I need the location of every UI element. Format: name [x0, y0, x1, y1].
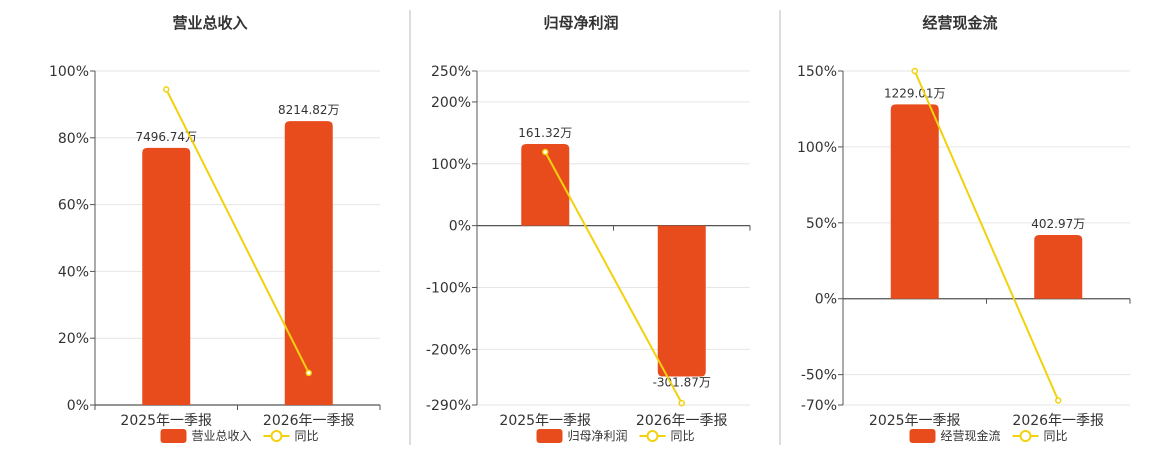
x-category-label: 2026年一季报: [1012, 413, 1104, 429]
yoy-line: [544, 151, 683, 404]
legend-bar-label: 营业总收入: [192, 429, 252, 443]
bar: [142, 147, 191, 405]
x-category-label: 2026年一季报: [263, 413, 355, 429]
x-category-label: 2026年一季报: [636, 413, 728, 429]
legend-line-label: 同比: [1044, 429, 1068, 443]
chart-title: 经营现金流: [922, 14, 997, 32]
yoy-line: [165, 88, 310, 374]
yoy-point: [163, 86, 170, 93]
y-tick-label: 0%: [449, 219, 471, 235]
y-tick-label: 0%: [815, 292, 837, 308]
x-category-label: 2025年一季报: [499, 413, 591, 429]
y-tick-label: 50%: [806, 216, 837, 232]
y-tick-label: 100%: [797, 140, 837, 156]
y-tick-label: 0%: [67, 398, 89, 414]
legend-line-label: 同比: [671, 429, 695, 443]
y-tick-label: 200%: [431, 95, 471, 111]
bar-data-label: 8214.82万: [278, 103, 340, 117]
bar-data-label: 402.97万: [1031, 217, 1085, 231]
bar: [657, 225, 706, 377]
legend-bar-label: 归母净利润: [568, 429, 628, 443]
bar: [521, 143, 570, 226]
legend-line-marker: [270, 430, 283, 442]
bar-data-label: -301.87万: [653, 376, 711, 390]
y-tick-label: -200%: [426, 342, 471, 358]
y-tick-label: -290%: [426, 398, 471, 414]
y-tick-label: 150%: [797, 64, 837, 80]
y-tick-label: -70%: [801, 398, 837, 414]
yoy-point: [678, 399, 685, 407]
legend-line-marker: [1019, 430, 1032, 442]
legend-bar-swatch: [536, 429, 563, 443]
yoy-point: [305, 369, 312, 377]
y-tick-label: -100%: [426, 280, 471, 296]
y-tick-label: 250%: [431, 64, 471, 80]
bar-data-label: 7496.74万: [135, 130, 197, 144]
y-tick-label: 20%: [58, 331, 89, 347]
yoy-point: [1055, 397, 1062, 404]
yoy-line: [913, 70, 1060, 401]
yoy-point: [911, 67, 918, 75]
y-tick-label: 40%: [58, 264, 89, 280]
legend-bar-swatch: [909, 429, 936, 443]
yoy-point: [542, 148, 549, 156]
y-tick-label: 80%: [58, 131, 89, 147]
y-tick-label: 60%: [58, 198, 89, 214]
x-category-label: 2025年一季报: [869, 413, 961, 429]
y-tick-label: 100%: [49, 64, 89, 80]
bar-data-label: 161.32万: [518, 126, 572, 140]
x-category-label: 2025年一季报: [120, 413, 212, 429]
legend-bar-label: 经营现金流: [941, 428, 1001, 443]
bar: [284, 121, 333, 405]
y-tick-label: -50%: [801, 368, 837, 384]
legend-line-marker: [646, 430, 659, 442]
legend-line-label: 同比: [295, 429, 319, 443]
chart-title: 归母净利润: [543, 14, 618, 32]
chart-title: 营业总收入: [172, 14, 247, 32]
bar: [1034, 234, 1083, 299]
bar: [890, 104, 939, 299]
bar-data-label: 1229.01万: [884, 86, 946, 100]
legend-bar-swatch: [160, 429, 187, 443]
y-tick-label: 100%: [431, 157, 471, 173]
